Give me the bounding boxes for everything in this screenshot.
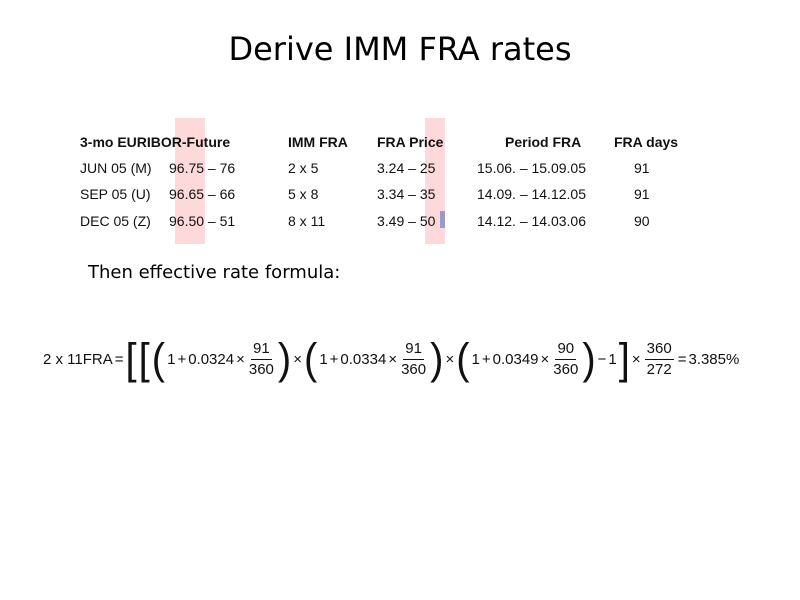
formula-token: 1 bbox=[608, 350, 617, 368]
table-cell: SEP 05 (U) bbox=[80, 186, 151, 202]
fraction: 360 272 bbox=[644, 339, 674, 380]
table-cell: 8 x 11 bbox=[288, 213, 326, 229]
column-header: Period FRA bbox=[505, 134, 582, 150]
table-cell: 14.09. – 14.12.05 bbox=[477, 186, 586, 202]
marker bbox=[440, 211, 445, 228]
formula-token: 1 bbox=[319, 350, 328, 368]
formula-token: + bbox=[177, 350, 187, 368]
bracket: ( bbox=[151, 334, 166, 384]
formula-token: 1 bbox=[471, 350, 480, 368]
column-header: IMM FRA bbox=[288, 134, 348, 150]
table-cell: 96.75 – 76 bbox=[169, 160, 236, 176]
bracket: ] bbox=[618, 334, 630, 384]
denominator: 360 bbox=[553, 360, 579, 378]
table-cell: JUN 05 (M) bbox=[80, 160, 152, 176]
denominator: 272 bbox=[646, 360, 672, 378]
fraction: 90 360 bbox=[553, 339, 578, 380]
formula-token: 0.0324 bbox=[188, 350, 235, 368]
table-cell: 91 bbox=[634, 186, 650, 202]
table-cell: DEC 05 (Z) bbox=[80, 213, 151, 229]
bracket: [ bbox=[125, 334, 137, 384]
column-header: FRA days bbox=[614, 134, 679, 150]
formula-token: + bbox=[329, 350, 339, 368]
column-header: 3-mo EURIBOR-Future bbox=[80, 134, 231, 150]
table-cell: 15.06. – 15.09.05 bbox=[477, 160, 586, 176]
numerator: 91 bbox=[403, 339, 424, 360]
table-cell: 14.12. – 14.03.06 bbox=[477, 213, 586, 229]
formula-token: − bbox=[597, 350, 607, 368]
fraction: 91 360 bbox=[401, 339, 426, 380]
table-cell: 3.24 – 25 bbox=[377, 160, 436, 176]
bracket: ) bbox=[582, 334, 596, 384]
table-cell: 91 bbox=[634, 160, 650, 176]
numerator: 91 bbox=[251, 339, 272, 360]
table-cell: 5 x 8 bbox=[288, 186, 319, 202]
formula-token: 0.0334 bbox=[340, 350, 387, 368]
bracket: ( bbox=[303, 334, 318, 384]
table-cell: 3.49 – 50 bbox=[377, 213, 436, 229]
column-header: FRA Price bbox=[377, 134, 444, 150]
formula-token: 2 x 11FRA bbox=[43, 350, 113, 368]
highlight bbox=[175, 118, 205, 244]
formula-token: = bbox=[677, 350, 687, 368]
formula-token: + bbox=[481, 350, 491, 368]
formula-token: 0.0349 bbox=[492, 350, 539, 368]
formula-token: × bbox=[631, 350, 641, 368]
denominator: 360 bbox=[248, 360, 274, 378]
numerator: 360 bbox=[644, 339, 674, 360]
numerator: 90 bbox=[555, 339, 577, 360]
slide-title: Derive IMM FRA rates bbox=[228, 30, 572, 68]
table-cell: 90 bbox=[634, 213, 650, 229]
bracket: [ bbox=[138, 334, 150, 384]
fraction: 91 360 bbox=[249, 339, 274, 380]
formula-token: × bbox=[293, 350, 302, 368]
caption: Then effective rate formula: bbox=[88, 262, 341, 283]
formula-token: 1 bbox=[167, 350, 176, 368]
formula-token: × bbox=[388, 350, 398, 368]
table-cell: 96.65 – 66 bbox=[169, 186, 236, 202]
table-cell: 2 x 5 bbox=[288, 160, 319, 176]
formula-token: × bbox=[236, 350, 245, 368]
bracket: ( bbox=[456, 334, 470, 384]
table-cell: 3.34 – 35 bbox=[377, 186, 436, 202]
bracket: ) bbox=[277, 334, 292, 384]
bracket: ) bbox=[430, 334, 444, 384]
table-cell: 96.50 – 51 bbox=[169, 213, 236, 229]
formula: 2 x 11FRA =[[(1 +0.0324 × 91 360) ×(1 +0.0334 × 9… bbox=[42, 337, 740, 381]
formula-token: × bbox=[540, 350, 550, 368]
formula-token: × bbox=[445, 350, 455, 368]
formula-token: = bbox=[114, 350, 124, 368]
denominator: 360 bbox=[401, 360, 427, 378]
formula-token: 3.385% bbox=[688, 350, 740, 368]
